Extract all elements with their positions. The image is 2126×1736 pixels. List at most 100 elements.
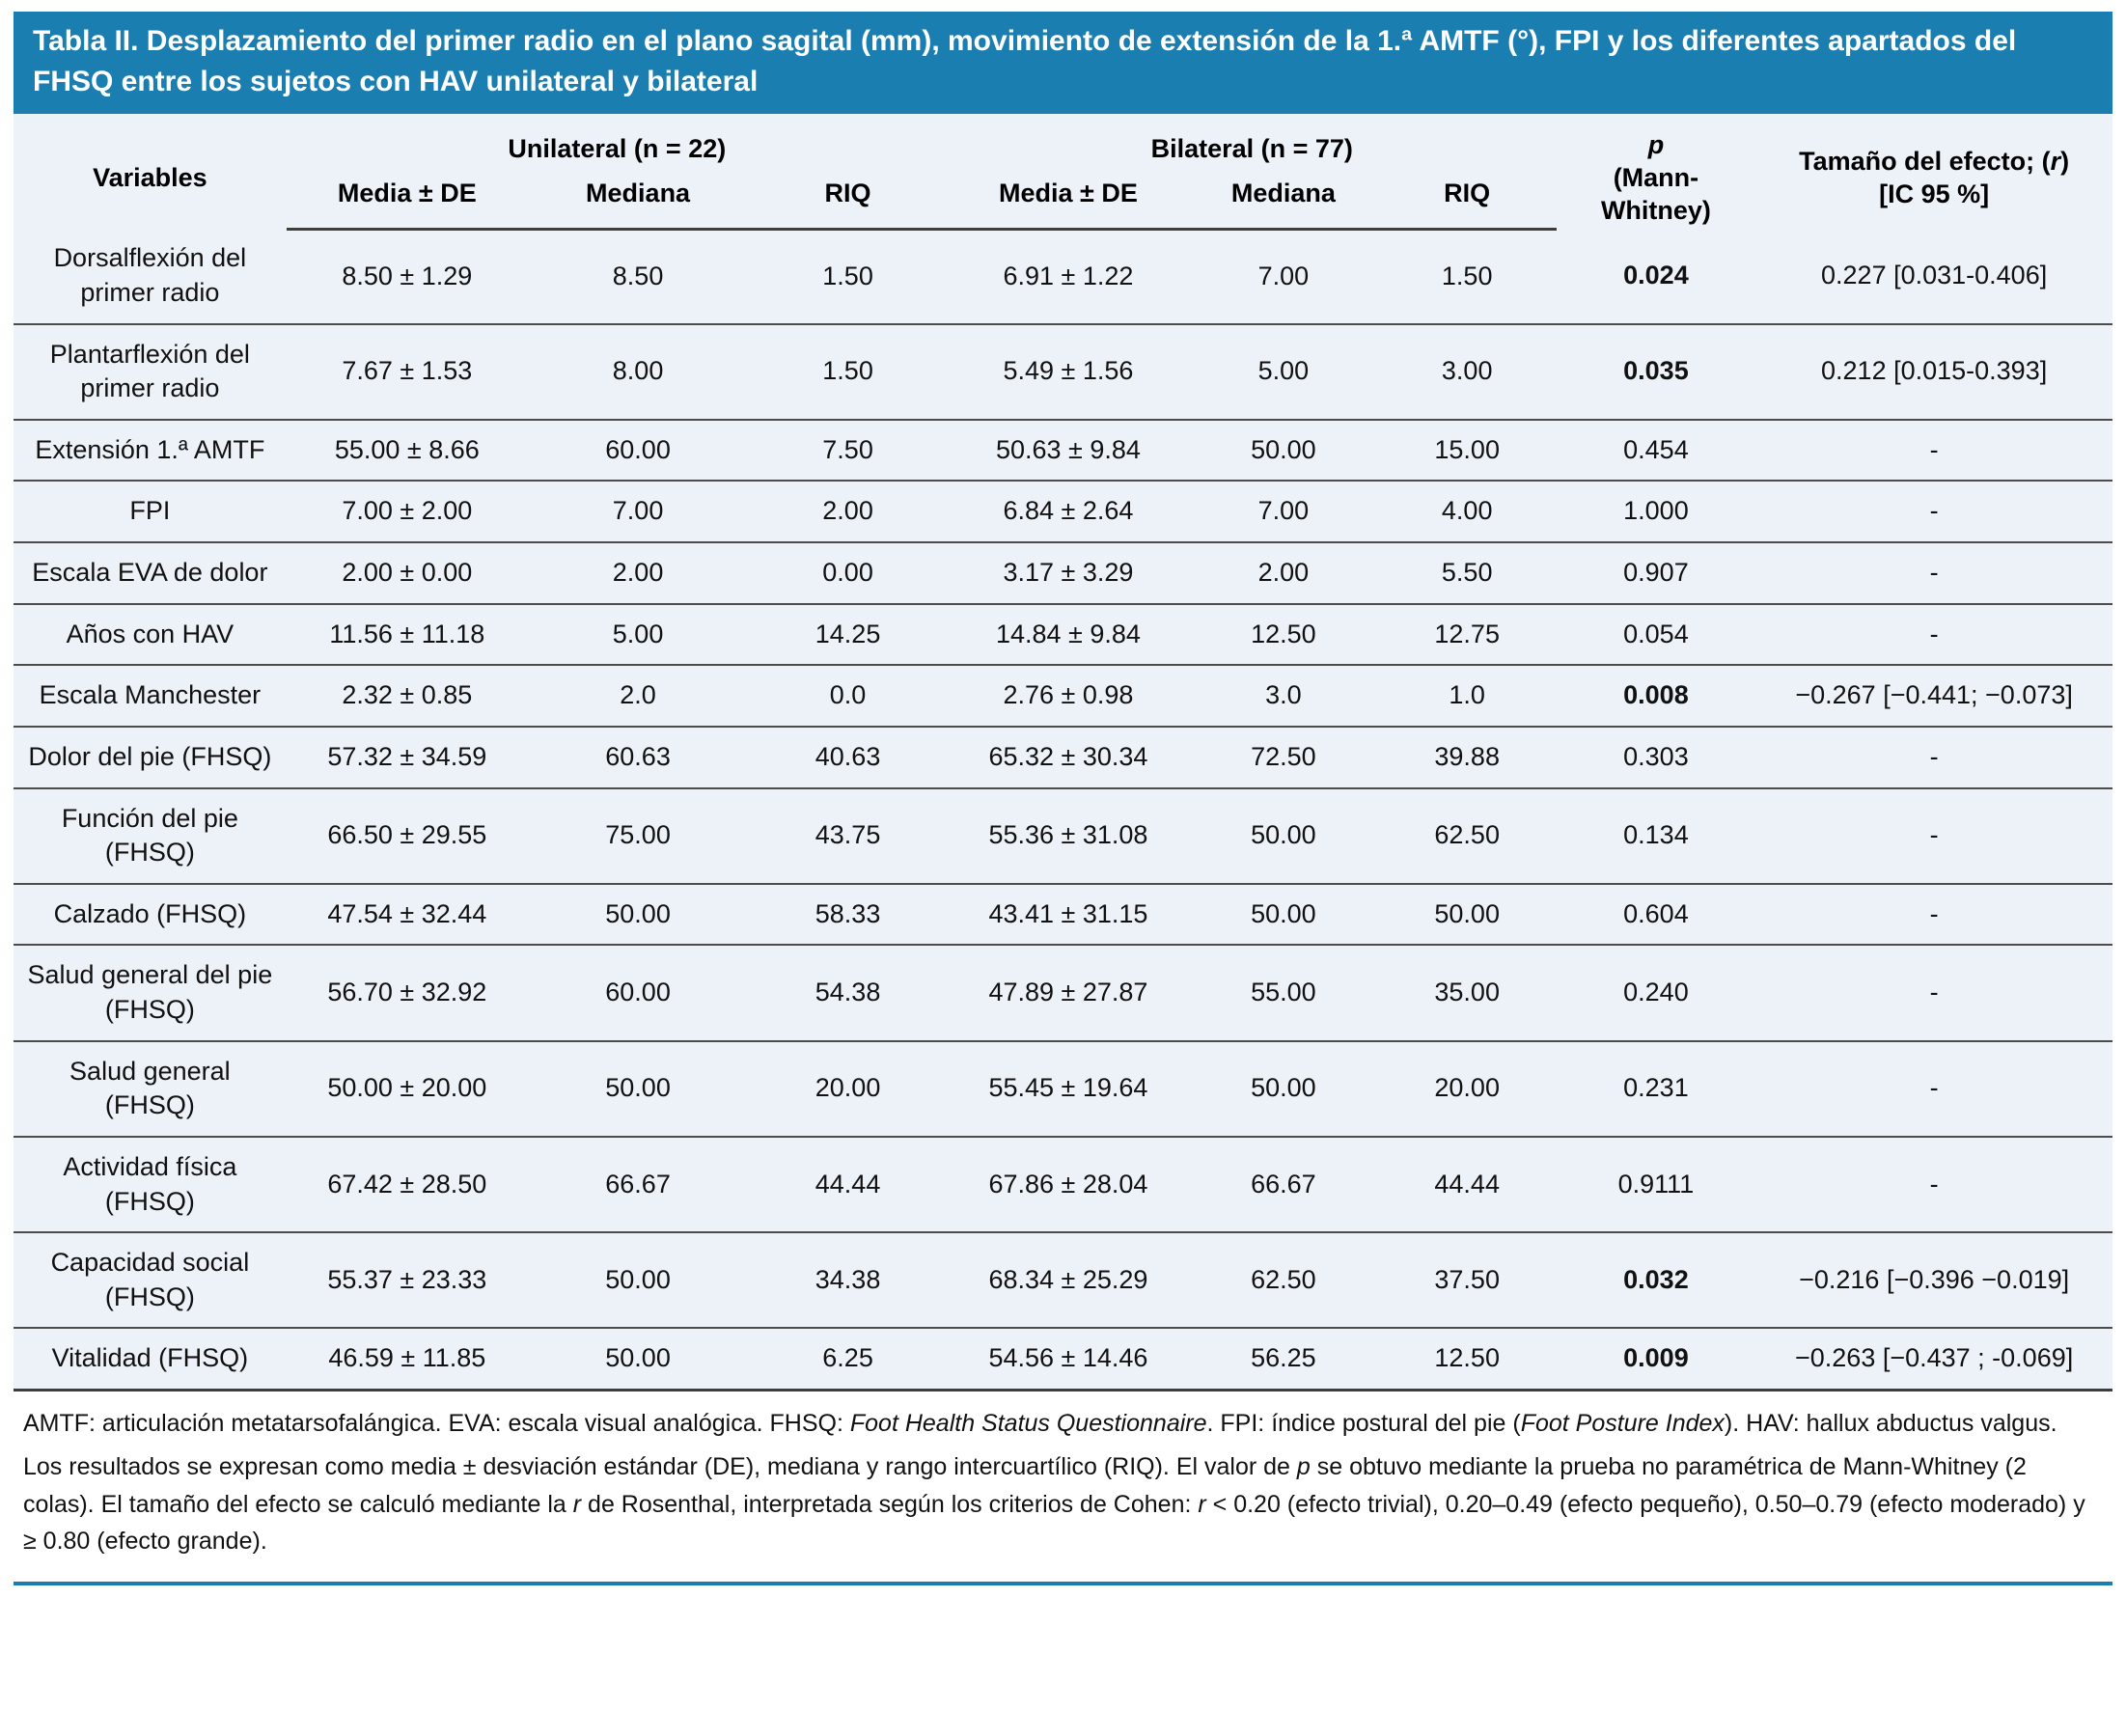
effect-ci-label: [IC 95 %] — [1879, 179, 1990, 208]
col-header-p-mann-whitney: p (Mann- Whitney) — [1557, 114, 1756, 229]
footnotes: AMTF: articulación metatarsofalángica. E… — [14, 1392, 2112, 1576]
uni-mediana-cell: 8.00 — [527, 323, 749, 421]
variable-cell: Salud general (FHSQ) — [14, 1040, 287, 1138]
effect-size-cell: - — [1755, 603, 2112, 667]
uni-riq-cell: 44.44 — [748, 1136, 948, 1234]
variable-cell: Actividad física (FHSQ) — [14, 1136, 287, 1234]
subcol-uni-mediana: Mediana — [527, 171, 749, 231]
uni-riq-cell: 40.63 — [748, 726, 948, 789]
bil-media-cell: 6.91 ± 1.22 — [947, 229, 1189, 325]
bil-mediana-cell: 72.50 — [1189, 726, 1378, 789]
p-test-line1: (Mann- — [1613, 162, 1699, 192]
table-row: Actividad física (FHSQ) 67.42 ± 28.50 66.6… — [14, 1136, 2112, 1234]
bil-riq-cell: 37.50 — [1377, 1232, 1557, 1330]
uni-media-cell: 56.70 ± 32.92 — [286, 945, 528, 1042]
table-row: Años con HAV 11.56 ± 11.18 5.00 14.25 14.84 … — [14, 603, 2112, 667]
table-header: Variables Unilateral (n = 22) Bilateral … — [14, 114, 2112, 231]
uni-mediana-cell: 50.00 — [527, 1328, 749, 1392]
bil-mediana-cell: 62.50 — [1189, 1232, 1378, 1330]
p-value-cell: 0.907 — [1556, 542, 1756, 605]
effect-size-cell: −0.216 [−0.396 −0.019] — [1755, 1232, 2112, 1330]
effect-size-cell: 0.212 [0.015-0.393] — [1755, 323, 2112, 421]
effect-size-cell: - — [1755, 481, 2112, 543]
p-value-cell: 0.009 — [1556, 1328, 1756, 1392]
uni-media-cell: 57.32 ± 34.59 — [286, 726, 528, 789]
uni-mediana-cell: 2.00 — [527, 542, 749, 605]
uni-riq-cell: 58.33 — [748, 883, 948, 947]
p-value-cell: 0.054 — [1556, 603, 1756, 667]
variable-cell: Vitalidad (FHSQ) — [14, 1328, 287, 1392]
table-row: Escala Manchester 2.32 ± 0.85 2.0 0.0 2.76 ±… — [14, 665, 2112, 728]
bil-mediana-cell: 3.0 — [1189, 665, 1378, 728]
table-body: Dorsalflexión del primer radio 8.50 ± 1.2… — [14, 229, 2112, 1392]
p-value-cell: 0.240 — [1556, 945, 1756, 1042]
uni-riq-cell: 1.50 — [748, 323, 948, 421]
bil-mediana-cell: 5.00 — [1189, 323, 1378, 421]
uni-riq-cell: 0.00 — [748, 542, 948, 605]
uni-media-cell: 7.00 ± 2.00 — [286, 481, 528, 543]
bil-mediana-cell: 66.67 — [1189, 1136, 1378, 1234]
uni-mediana-cell: 60.00 — [527, 419, 749, 482]
variable-cell: Dolor del pie (FHSQ) — [14, 726, 287, 789]
effect-size-cell: 0.227 [0.031-0.406] — [1755, 229, 2112, 325]
effect-size-cell: - — [1755, 419, 2112, 482]
variable-cell: Salud general del pie (FHSQ) — [14, 945, 287, 1042]
statistics-table: Variables Unilateral (n = 22) Bilateral … — [14, 114, 2112, 1392]
uni-media-cell: 47.54 ± 32.44 — [286, 883, 528, 947]
p-value-cell: 0.008 — [1556, 665, 1756, 728]
table-row: Dorsalflexión del primer radio 8.50 ± 1.2… — [14, 229, 2112, 325]
variable-cell: FPI — [14, 481, 287, 543]
variable-cell: Capacidad social (FHSQ) — [14, 1232, 287, 1330]
uni-mediana-cell: 5.00 — [527, 603, 749, 667]
uni-media-cell: 46.59 ± 11.85 — [286, 1328, 528, 1392]
bil-media-cell: 3.17 ± 3.29 — [947, 542, 1189, 605]
bil-media-cell: 55.45 ± 19.64 — [947, 1040, 1189, 1138]
bil-mediana-cell: 50.00 — [1189, 787, 1378, 885]
col-group-bilateral: Bilateral (n = 77) — [1150, 134, 1353, 164]
subcol-uni-media-de: Media ± DE — [286, 171, 528, 231]
bil-media-cell: 54.56 ± 14.46 — [947, 1328, 1189, 1392]
col-header-variables: Variables — [93, 163, 207, 193]
p-value-cell: 0.303 — [1556, 726, 1756, 789]
effect-size-cell: - — [1755, 787, 2112, 885]
bil-mediana-cell: 7.00 — [1189, 229, 1378, 325]
table-row: Función del pie (FHSQ) 66.50 ± 29.55 75.00… — [14, 787, 2112, 885]
uni-mediana-cell: 60.63 — [527, 726, 749, 789]
subcol-uni-riq: RIQ — [748, 171, 948, 231]
uni-media-cell: 50.00 ± 20.00 — [286, 1040, 528, 1138]
bil-mediana-cell: 50.00 — [1189, 1040, 1378, 1138]
uni-riq-cell: 0.0 — [748, 665, 948, 728]
table-row: Vitalidad (FHSQ) 46.59 ± 11.85 50.00 6.25 54… — [14, 1328, 2112, 1392]
effect-size-cell: - — [1755, 542, 2112, 605]
bil-mediana-cell: 50.00 — [1189, 883, 1378, 947]
bil-mediana-cell: 55.00 — [1189, 945, 1378, 1042]
variable-cell: Años con HAV — [14, 603, 287, 667]
bil-riq-cell: 15.00 — [1377, 419, 1557, 482]
bil-media-cell: 50.63 ± 9.84 — [947, 419, 1189, 482]
bil-media-cell: 14.84 ± 9.84 — [947, 603, 1189, 667]
bil-riq-cell: 12.75 — [1377, 603, 1557, 667]
uni-mediana-cell: 8.50 — [527, 229, 749, 325]
uni-media-cell: 55.00 ± 8.66 — [286, 419, 528, 482]
table-row: Dolor del pie (FHSQ) 57.32 ± 34.59 60.63 40… — [14, 726, 2112, 789]
uni-mediana-cell: 60.00 — [527, 945, 749, 1042]
bil-media-cell: 67.86 ± 28.04 — [947, 1136, 1189, 1234]
bil-riq-cell: 1.50 — [1377, 229, 1557, 325]
subcol-bil-mediana: Mediana — [1189, 171, 1378, 231]
subcol-bil-media-de: Media ± DE — [947, 171, 1189, 231]
uni-riq-cell: 6.25 — [748, 1328, 948, 1392]
bil-media-cell: 6.84 ± 2.64 — [947, 481, 1189, 543]
col-group-unilateral: Unilateral (n = 22) — [508, 134, 727, 164]
uni-riq-cell: 54.38 — [748, 945, 948, 1042]
bil-riq-cell: 12.50 — [1377, 1328, 1557, 1392]
variable-cell: Escala EVA de dolor — [14, 542, 287, 605]
bil-media-cell: 65.32 ± 30.34 — [947, 726, 1189, 789]
effect-size-cell: - — [1755, 726, 2112, 789]
bil-riq-cell: 20.00 — [1377, 1040, 1557, 1138]
footnote-paragraph: AMTF: articulación metatarsofalángica. E… — [23, 1410, 2057, 1437]
table-row: Capacidad social (FHSQ) 55.37 ± 23.33 50.0… — [14, 1232, 2112, 1330]
uni-mediana-cell: 75.00 — [527, 787, 749, 885]
p-test-line2: Whitney) — [1600, 195, 1711, 225]
subcol-bil-riq: RIQ — [1377, 171, 1557, 231]
bil-mediana-cell: 12.50 — [1189, 603, 1378, 667]
